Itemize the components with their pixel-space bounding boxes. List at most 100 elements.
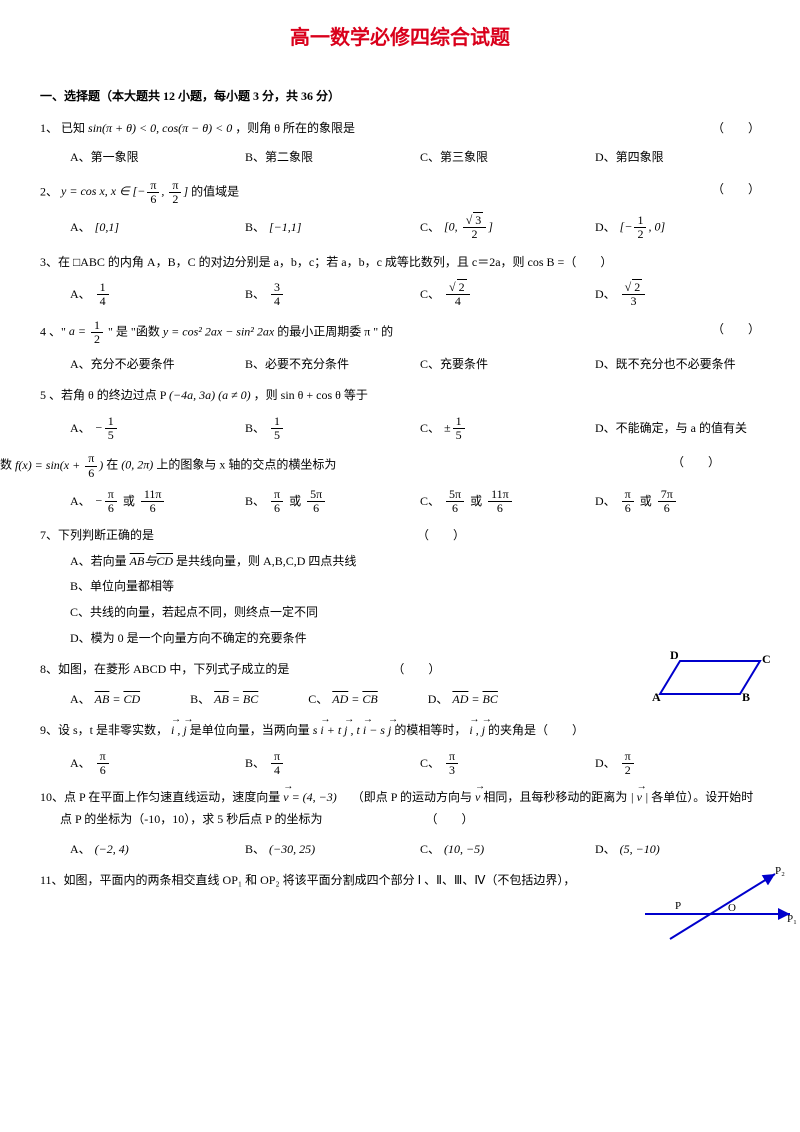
q9-ij: i , j <box>171 723 187 737</box>
option-b: B、π6或5π6 <box>245 488 410 515</box>
lines-svg: P O P₁ P₂ <box>640 864 800 944</box>
option-b: B、必要不充分条件 <box>245 354 410 376</box>
q6-fn: f(x) = sin(x + π6) <box>15 458 103 472</box>
rhombus-diagram: A B C D <box>640 649 780 717</box>
q1-expr: sin(π + θ) < 0, cos(π − θ) < 0 <box>88 121 232 135</box>
answer-blank: （ ） <box>425 812 473 826</box>
question-10: 10、点 P 在平面上作匀速直线运动，速度向量 v = (4, −3) （即点 … <box>40 787 760 860</box>
option-d: D、[−12, 0] <box>595 214 760 241</box>
q5-pre: 5 、若角 θ 的终边过点 P <box>40 388 166 402</box>
option-b: B、15 <box>245 415 410 442</box>
option-a: A、−15 <box>70 415 235 442</box>
q1-pre: 已知 <box>61 121 85 135</box>
option-a: A、[0,1] <box>70 214 235 241</box>
question-7: 7、下列判断正确的是 （ ） A、若向量 AB与CD 是共线向量，则 A,B,C… <box>40 525 760 649</box>
q5-post: ，则 sin θ + cos θ 等于 <box>254 388 368 402</box>
svg-text:C: C <box>762 652 771 666</box>
q9-vec: s i + t j , t i − s j <box>313 723 392 737</box>
question-4: 4 、" a = 12 " 是 "函数 y = cos² 2ax − sin² … <box>40 319 760 376</box>
q6-int: (0, 2π) <box>121 458 153 472</box>
option-a: A、AB = CD <box>70 689 140 711</box>
q10-v2: v <box>475 790 480 804</box>
q4-pre: 4 、" <box>40 324 69 338</box>
option-d: D、第四象限 <box>595 147 760 169</box>
svg-text:P: P <box>675 900 681 912</box>
option-d: D、不能确定，与 a 的值有关 <box>595 415 760 442</box>
option-a: A、第一象限 <box>70 147 235 169</box>
option-c: C、AD = CB <box>308 689 377 711</box>
q2-expr: y = cos x, x ∈ [−π6, π2] <box>61 184 188 198</box>
option-a: A、(−2, 4) <box>70 839 235 861</box>
q9-text: 9、设 s，t 是非零实数， <box>40 723 168 737</box>
svg-text:A: A <box>652 690 661 704</box>
svg-text:D: D <box>670 649 679 662</box>
q4-post: 的最小正周期委 π " 的 <box>277 324 393 338</box>
option-b: B、AB = BC <box>190 689 258 711</box>
question-2: 2、 y = cos x, x ∈ [−π6, π2] 的值域是 （ ） A、[… <box>40 179 760 242</box>
q4-a: a = 12 <box>69 324 105 338</box>
q10-mid3: 各单位）。设开始时 <box>651 790 753 804</box>
q9-end: 的夹角是（ ） <box>488 723 584 737</box>
option-d: D、23 <box>595 281 760 308</box>
answer-blank: （ ） <box>712 118 760 140</box>
answer-blank: （ ） <box>392 662 440 676</box>
q10-line2: 点 P 的坐标为（-10，10），求 5 秒后点 P 的坐标为 （ ） <box>60 809 760 831</box>
svg-text:P₂: P₂ <box>775 865 785 877</box>
q9-ij2: i , j <box>469 723 485 737</box>
option-c: C、共线的向量，若起点不同，则终点一定不同 <box>70 602 760 624</box>
option-b: B、单位向量都相等 <box>70 576 760 598</box>
page-title: 高一数学必修四综合试题 <box>40 20 760 56</box>
q9-post: 的模相等时， <box>394 723 466 737</box>
svg-text:B: B <box>742 690 750 704</box>
option-c: C、充要条件 <box>420 354 585 376</box>
option-a: A、充分不必要条件 <box>70 354 235 376</box>
q11-text: 11、如图，平面内的两条相交直线 OP₁ 和 OP₂ 将该平面分割成四个部分 Ⅰ… <box>40 873 575 887</box>
option-d: D、π2 <box>595 750 760 777</box>
option-b: B、第二象限 <box>245 147 410 169</box>
q3-text: 3、在 □ABC 的内角 A，B，C 的对边分别是 a，b，c；若 a，b，c … <box>40 255 612 269</box>
option-d: D、(5, −10) <box>595 839 760 861</box>
option-c: C、5π6或11π6 <box>420 488 585 515</box>
svg-text:P₁: P₁ <box>787 913 797 925</box>
question-9: 9、设 s，t 是非零实数， i , j 是单位向量，当两向量 s i + t … <box>40 720 760 777</box>
q1-post: ，则角 θ 所在的象限是 <box>235 121 355 135</box>
option-a: A、π6 <box>70 750 235 777</box>
q10-mid2: 相同，且每秒移动的距离为 <box>483 790 630 804</box>
option-d: D、既不充分也不必要条件 <box>595 354 760 376</box>
q4-mid: " 是 "函数 <box>108 324 163 338</box>
rhombus-svg: A B C D <box>640 649 780 709</box>
option-a: A、若向量 AB与CD 是共线向量，则 A,B,C,D 四点共线 <box>70 551 760 573</box>
option-a: A、−π6或11π6 <box>70 488 235 515</box>
q10-v: v = (4, −3) <box>283 790 337 804</box>
q5-pt: (−4a, 3a) (a ≠ 0) <box>169 388 251 402</box>
q2-rest: 的值域是 <box>191 184 239 198</box>
q10-text: 10、点 P 在平面上作匀速直线运动，速度向量 <box>40 790 283 804</box>
q8-text: 8、如图，在菱形 ABCD 中，下列式子成立的是 <box>40 662 289 676</box>
q9-mid: 是单位向量，当两向量 <box>190 723 313 737</box>
option-c: C、π3 <box>420 750 585 777</box>
option-c: C、第三象限 <box>420 147 585 169</box>
option-b: B、34 <box>245 281 410 308</box>
section-heading: 一、选择题（本大题共 12 小题，每小题 3 分，共 36 分） <box>40 86 760 108</box>
option-b: B、(−30, 25) <box>245 839 410 861</box>
option-a: A、14 <box>70 281 235 308</box>
question-3: 3、在 □ABC 的内角 A，B，C 的对边分别是 a，b，c；若 a，b，c … <box>40 252 760 309</box>
q4-fn: y = cos² 2ax − sin² 2ax <box>163 324 274 338</box>
option-c: C、(10, −5) <box>420 839 585 861</box>
option-b: B、π4 <box>245 750 410 777</box>
q2-num: 2、 <box>40 184 58 198</box>
answer-blank: （ ） <box>672 452 720 474</box>
question-11: 11、如图，平面内的两条相交直线 OP₁ 和 OP₂ 将该平面分割成四个部分 Ⅰ… <box>40 870 760 892</box>
intersection-diagram: P O P₁ P₂ <box>640 864 800 952</box>
q10-v3: | v | <box>630 790 648 804</box>
q1-num: 1、 <box>40 121 58 135</box>
answer-blank: （ ） <box>417 528 465 542</box>
option-c: C、±15 <box>420 415 585 442</box>
q6-post: 上的图象与 x 轴的交点的横坐标为 <box>156 458 336 472</box>
question-8: 8、如图，在菱形 ABCD 中，下列式子成立的是 （ ） A、AB = CD B… <box>40 659 760 710</box>
option-c: C、[0, 32] <box>420 214 585 241</box>
option-d: D、π6或7π6 <box>595 488 760 515</box>
q6-pre: 数 <box>0 458 15 472</box>
answer-blank: （ ） <box>712 179 760 201</box>
option-b: B、[−1,1] <box>245 214 410 241</box>
